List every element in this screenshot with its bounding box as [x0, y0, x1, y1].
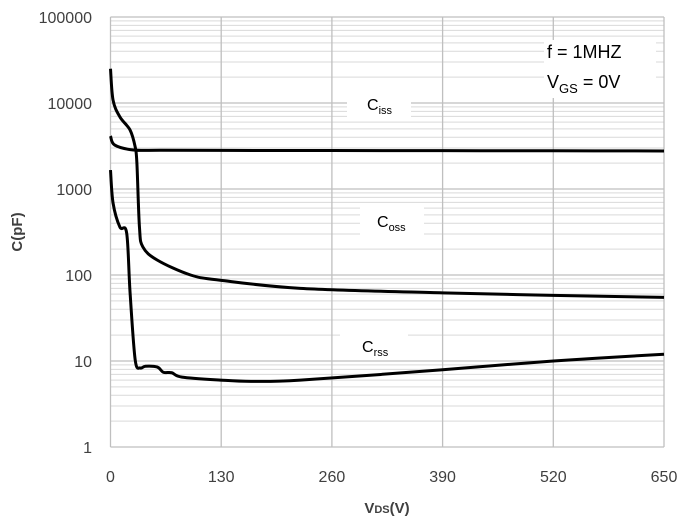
annotation-frequency: f = 1MHZ	[547, 42, 622, 62]
x-tick-label: 130	[208, 469, 235, 486]
coss-label: Coss	[377, 214, 406, 234]
x-tick-label: 520	[540, 469, 567, 486]
series-line-ciss	[109, 135, 665, 153]
annotation-bg	[544, 40, 656, 98]
coss-label-bg	[360, 207, 424, 235]
crss-label: Crss	[362, 339, 389, 359]
grid	[109, 16, 665, 448]
y-tick-label: 10	[74, 354, 92, 371]
x-tick-label: 260	[319, 469, 346, 486]
y-tick-label: 1	[83, 440, 92, 457]
x-tick-label: 0	[106, 469, 115, 486]
ciss-label: Ciss	[367, 97, 393, 117]
series-line-crss	[109, 169, 665, 383]
crss-label-bg	[340, 333, 408, 359]
y-tick-label: 10000	[48, 96, 93, 113]
tick-labels: 0 130 260 390 520 650 1 10 100 1000 10000 100000	[39, 10, 678, 486]
y-tick-label: 100	[65, 268, 92, 285]
x-tick-label: 390	[429, 469, 456, 486]
x-axis-title: VDS(V)	[364, 500, 409, 517]
ciss-label-bg	[347, 92, 411, 118]
x-tick-label: 650	[651, 469, 678, 486]
y-tick-label: 1000	[56, 182, 92, 199]
annotation-vgs: VGS = 0V	[547, 72, 620, 96]
y-tick-label: 100000	[39, 10, 92, 27]
y-axis-title: C(pF)	[9, 212, 26, 251]
series-lines	[109, 68, 665, 383]
series-line-coss	[109, 68, 665, 299]
